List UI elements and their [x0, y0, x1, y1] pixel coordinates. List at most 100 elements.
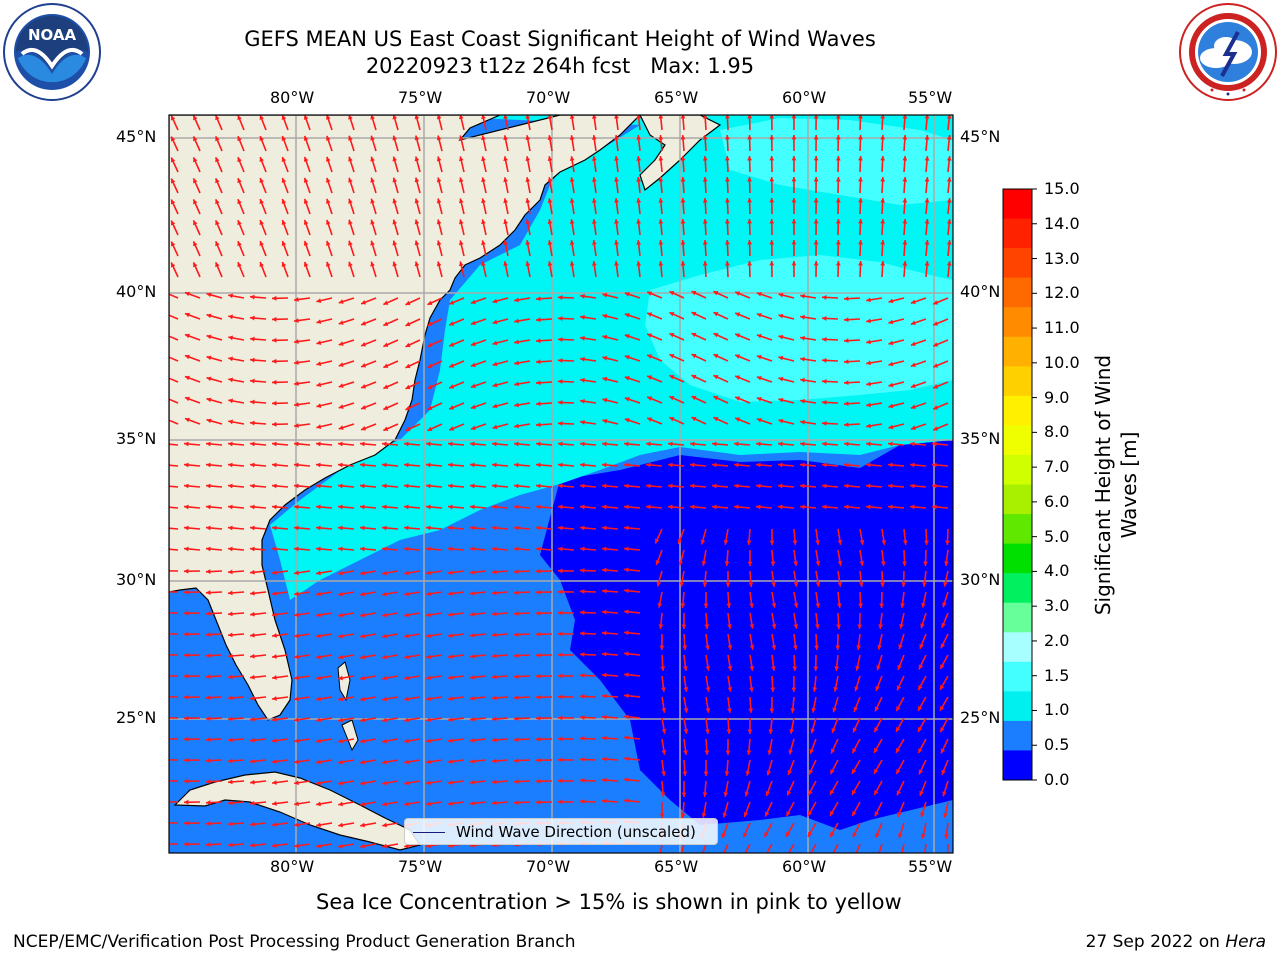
- wind-wave-arrowhead: [702, 135, 708, 140]
- wind-wave-arrowhead: [162, 778, 166, 783]
- wind-wave-arrowhead: [206, 800, 211, 805]
- wind-wave-arrowhead: [580, 673, 585, 678]
- wind-wave-arrowhead: [778, 483, 783, 489]
- wind-wave-arrowhead: [536, 568, 541, 574]
- wind-wave-arrowhead: [170, 220, 176, 226]
- wind-wave-arrowhead: [404, 612, 409, 618]
- wind-wave-arrowhead: [215, 241, 220, 247]
- wind-wave-arrowhead: [727, 624, 732, 629]
- wind-wave-arrow: [169, 527, 179, 530]
- wind-wave-arrowhead: [360, 441, 365, 447]
- wind-wave-arrowhead: [316, 340, 322, 345]
- land-bahamas: [337, 661, 351, 702]
- colorbar-segment: [1003, 720, 1032, 751]
- wind-wave-arrowhead: [404, 675, 409, 681]
- wind-wave-arrowhead: [303, 115, 309, 120]
- wind-wave-arrowhead: [294, 525, 299, 531]
- wind-wave-arrowhead: [756, 462, 761, 468]
- wind-wave-arrowhead: [902, 561, 907, 566]
- wind-wave-arrowhead: [338, 801, 343, 807]
- wind-wave-arrowhead: [831, 727, 837, 733]
- wind-wave-arrowhead: [558, 441, 563, 447]
- wind-wave-arrowhead: [764, 811, 770, 817]
- wind-wave-arrowhead: [918, 664, 924, 670]
- wind-wave-arrowhead: [162, 442, 167, 447]
- wind-wave-arrowhead: [725, 582, 731, 587]
- wind-wave-arrowhead: [580, 631, 585, 636]
- wind-wave-arrowhead: [844, 483, 849, 489]
- wind-wave-arrowhead: [383, 384, 389, 389]
- wind-wave-arrowhead: [888, 441, 893, 447]
- colorbar-segment: [1003, 661, 1032, 692]
- wind-wave-arrowhead: [661, 750, 667, 755]
- wind-wave-arrowhead: [360, 759, 365, 765]
- wind-wave-arrowhead: [942, 602, 947, 608]
- wind-wave-arrowhead: [602, 462, 607, 468]
- wind-wave-arrowhead: [669, 291, 675, 296]
- wind-wave-arrowhead: [569, 198, 575, 203]
- wind-wave-arrowhead: [448, 780, 453, 785]
- wind-wave-arrowhead: [206, 376, 212, 382]
- wind-wave-arrowhead: [448, 759, 453, 764]
- wind-wave-arrowhead: [184, 736, 189, 742]
- wind-wave-arrowhead: [844, 380, 849, 386]
- wind-wave-arrowhead: [940, 684, 945, 690]
- wind-wave-arrowhead: [660, 792, 666, 797]
- wind-wave-arrowhead: [944, 834, 949, 839]
- wind-wave-arrowhead: [580, 293, 585, 299]
- wind-wave-arrowhead: [813, 198, 819, 203]
- wind-wave-arrowhead: [830, 748, 836, 754]
- wind-wave-arrowhead: [624, 441, 629, 447]
- wind-wave-arrowhead: [919, 643, 924, 649]
- wind-wave-arrowhead: [237, 262, 242, 268]
- wind-wave-arrowhead: [691, 311, 697, 317]
- wind-wave-arrowhead: [281, 241, 287, 246]
- wind-wave-arrowhead: [705, 666, 711, 671]
- wind-wave-arrowhead: [858, 177, 863, 182]
- wind-wave-arrowhead: [786, 790, 792, 796]
- wind-wave-arrowhead: [338, 570, 343, 576]
- wind-wave-arrowhead: [933, 321, 939, 326]
- wind-wave-arrowhead: [514, 800, 519, 805]
- wind-wave-arrowhead: [303, 135, 309, 141]
- wind-wave-arrowhead: [458, 219, 464, 225]
- wind-wave-arrowhead: [735, 312, 741, 317]
- wind-wave-arrowhead: [184, 291, 190, 297]
- wind-wave-arrowhead: [316, 654, 321, 660]
- wind-wave-arrowhead: [569, 177, 575, 182]
- lon-label-top-70w: 70°W: [526, 88, 571, 107]
- wind-wave-arrowhead: [492, 758, 497, 764]
- wind-wave-arrowhead: [382, 570, 387, 576]
- wind-wave-arrowhead: [405, 342, 411, 348]
- wind-wave-arrowhead: [918, 748, 923, 754]
- wind-wave-arrowhead: [215, 136, 220, 142]
- wind-wave-arrowhead: [514, 402, 519, 408]
- wind-wave-arrowhead: [683, 666, 688, 671]
- wind-wave-arrowhead: [721, 833, 727, 839]
- wind-wave-arrowhead: [448, 483, 453, 489]
- wind-wave-arrowhead: [724, 561, 730, 566]
- wind-wave-arrowhead: [808, 769, 814, 775]
- wind-wave-arrowhead: [591, 115, 597, 119]
- wind-wave-arrowhead: [940, 643, 946, 649]
- wind-wave-arrowhead: [735, 354, 741, 359]
- wind-wave-arrowhead: [764, 832, 769, 838]
- wind-wave-arrowhead: [360, 525, 365, 531]
- wind-wave-arrowhead: [470, 525, 475, 531]
- wind-wave-arrowhead: [294, 402, 299, 407]
- wind-wave-arrowhead: [503, 156, 508, 162]
- wind-wave-arrowhead: [602, 504, 607, 510]
- wind-wave-arrowhead: [414, 115, 420, 120]
- wind-wave-arrowhead: [713, 417, 719, 422]
- wind-wave-arrowhead: [259, 178, 265, 184]
- wind-wave-arrowhead: [426, 675, 431, 681]
- wind-wave-arrowhead: [272, 462, 277, 468]
- wind-wave-arrowhead: [383, 363, 389, 368]
- wind-wave-arrowhead: [316, 780, 321, 786]
- wind-wave-arrowhead: [536, 483, 541, 489]
- wind-wave-arrowhead: [503, 240, 508, 246]
- wind-wave-arrowhead: [793, 624, 799, 629]
- wind-wave-arrowhead: [614, 198, 619, 203]
- wind-wave-arrowhead: [712, 504, 717, 510]
- wind-wave-arrowhead: [382, 462, 387, 468]
